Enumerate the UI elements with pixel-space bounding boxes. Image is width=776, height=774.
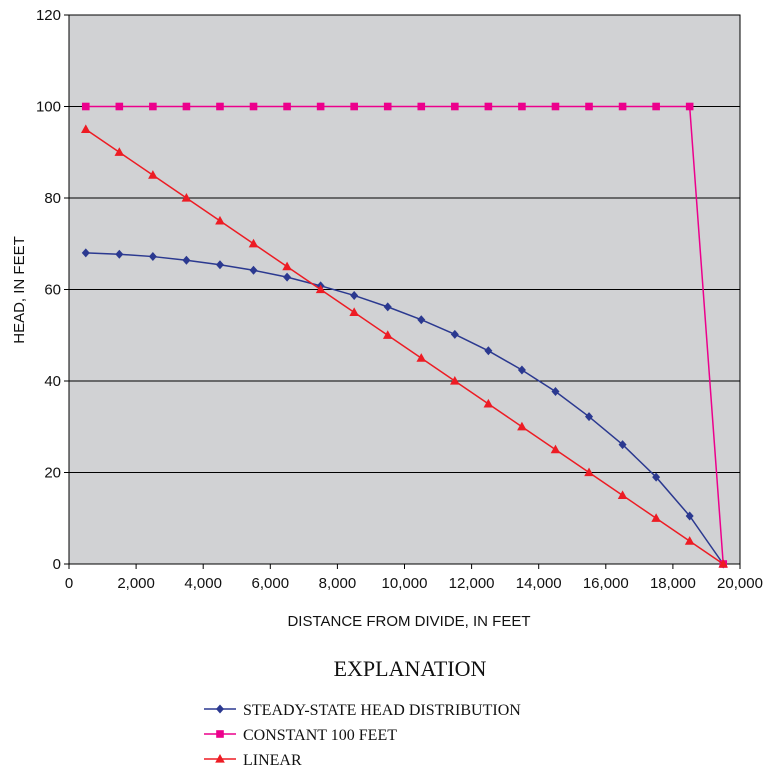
data-point xyxy=(249,265,258,275)
data-point xyxy=(248,238,259,248)
x-tick-label: 16,000 xyxy=(583,575,629,592)
data-point xyxy=(551,387,560,397)
legend-item-1: STEADY-STATE HEAD DISTRIBUTION xyxy=(204,702,521,719)
y-axis-ticks: 0 20 40 60 80 100 120 xyxy=(36,7,69,573)
series-2 xyxy=(81,102,728,568)
data-point xyxy=(450,376,460,385)
data-point xyxy=(550,444,561,454)
x-tick-label: 6,000 xyxy=(252,575,290,592)
x-tick-label: 14,000 xyxy=(516,575,562,592)
legend-label: CONSTANT 100 FEET xyxy=(243,727,397,744)
x-tick-label: 0 xyxy=(65,575,73,592)
x-tick-label: 20,000 xyxy=(717,575,763,592)
y-tick-label: 20 xyxy=(44,465,61,482)
data-point xyxy=(283,102,291,111)
data-point xyxy=(718,559,729,568)
data-point xyxy=(652,102,660,111)
y-tick-label: 100 xyxy=(36,99,61,116)
data-point xyxy=(617,490,628,499)
data-point xyxy=(685,511,694,521)
data-point xyxy=(684,536,695,545)
series-line xyxy=(85,105,724,565)
x-axis-label: DISTANCE FROM DIVIDE, IN FEET xyxy=(287,613,530,630)
y-tick-label: 0 xyxy=(53,556,61,573)
x-axis-ticks: 0 2,000 4,000 6,000 8,000 10,000 12,000 14,000 1… xyxy=(65,564,763,592)
data-point xyxy=(382,330,393,339)
series-line xyxy=(85,252,724,565)
data-point xyxy=(585,412,594,422)
y-axis-label: HEAD, IN FEET xyxy=(11,236,28,344)
legend-item-3: LINEAR xyxy=(204,752,302,769)
legend-label: LINEAR xyxy=(243,752,302,769)
data-point xyxy=(182,102,191,111)
data-point xyxy=(416,353,427,362)
data-point xyxy=(484,102,493,111)
x-tick-label: 12,000 xyxy=(449,575,495,592)
data-point xyxy=(484,346,493,356)
data-point xyxy=(149,102,157,111)
data-point xyxy=(383,302,392,312)
data-point xyxy=(517,365,526,375)
x-tick-label: 8,000 xyxy=(319,575,357,592)
data-point xyxy=(618,102,627,111)
data-point xyxy=(483,398,494,408)
data-point xyxy=(651,513,661,522)
data-point xyxy=(349,307,359,316)
legend: STEADY-STATE HEAD DISTRIBUTION CONSTANT 1… xyxy=(204,702,521,769)
data-point xyxy=(450,329,459,339)
data-point xyxy=(81,248,90,258)
y-tick-label: 40 xyxy=(44,373,61,390)
y-tick-label: 80 xyxy=(44,190,61,207)
data-point xyxy=(315,284,326,294)
series-3 xyxy=(80,124,729,568)
data-point xyxy=(685,102,694,111)
data-point xyxy=(181,193,192,202)
legend-label: STEADY-STATE HEAD DISTRIBUTION xyxy=(243,702,521,719)
data-point xyxy=(283,272,292,282)
series xyxy=(80,102,729,569)
data-point xyxy=(115,249,124,259)
data-point xyxy=(584,467,594,477)
data-point xyxy=(518,102,526,111)
data-point xyxy=(182,255,191,265)
data-point xyxy=(215,260,224,270)
data-point xyxy=(148,170,158,179)
data-point xyxy=(215,215,225,225)
data-point xyxy=(249,102,258,111)
data-point xyxy=(80,124,91,133)
data-point xyxy=(350,102,358,111)
data-point xyxy=(81,102,90,111)
data-point xyxy=(652,472,661,482)
x-tick-label: 2,000 xyxy=(117,575,155,592)
y-tick-label: 60 xyxy=(44,282,61,299)
y-tick-label: 120 xyxy=(36,7,61,24)
data-point xyxy=(282,261,292,271)
legend-marker xyxy=(216,704,224,714)
data-point xyxy=(585,102,593,111)
legend-marker xyxy=(216,730,224,738)
series-line xyxy=(85,128,724,565)
data-point xyxy=(417,102,426,111)
data-point xyxy=(114,147,125,156)
data-point xyxy=(115,102,124,111)
data-point xyxy=(383,102,392,111)
data-point xyxy=(451,102,459,111)
data-point xyxy=(618,440,627,450)
data-point xyxy=(148,252,157,262)
data-point xyxy=(517,421,527,431)
legend-title: EXPLANATION xyxy=(334,656,487,681)
x-tick-label: 10,000 xyxy=(382,575,428,592)
data-point xyxy=(417,315,426,325)
data-point xyxy=(316,102,325,111)
legend-marker xyxy=(215,754,225,763)
x-tick-label: 18,000 xyxy=(650,575,696,592)
x-tick-label: 4,000 xyxy=(184,575,222,592)
data-point xyxy=(350,290,359,300)
legend-item-2: CONSTANT 100 FEET xyxy=(204,727,397,744)
data-point xyxy=(551,102,560,111)
data-point xyxy=(216,102,224,111)
